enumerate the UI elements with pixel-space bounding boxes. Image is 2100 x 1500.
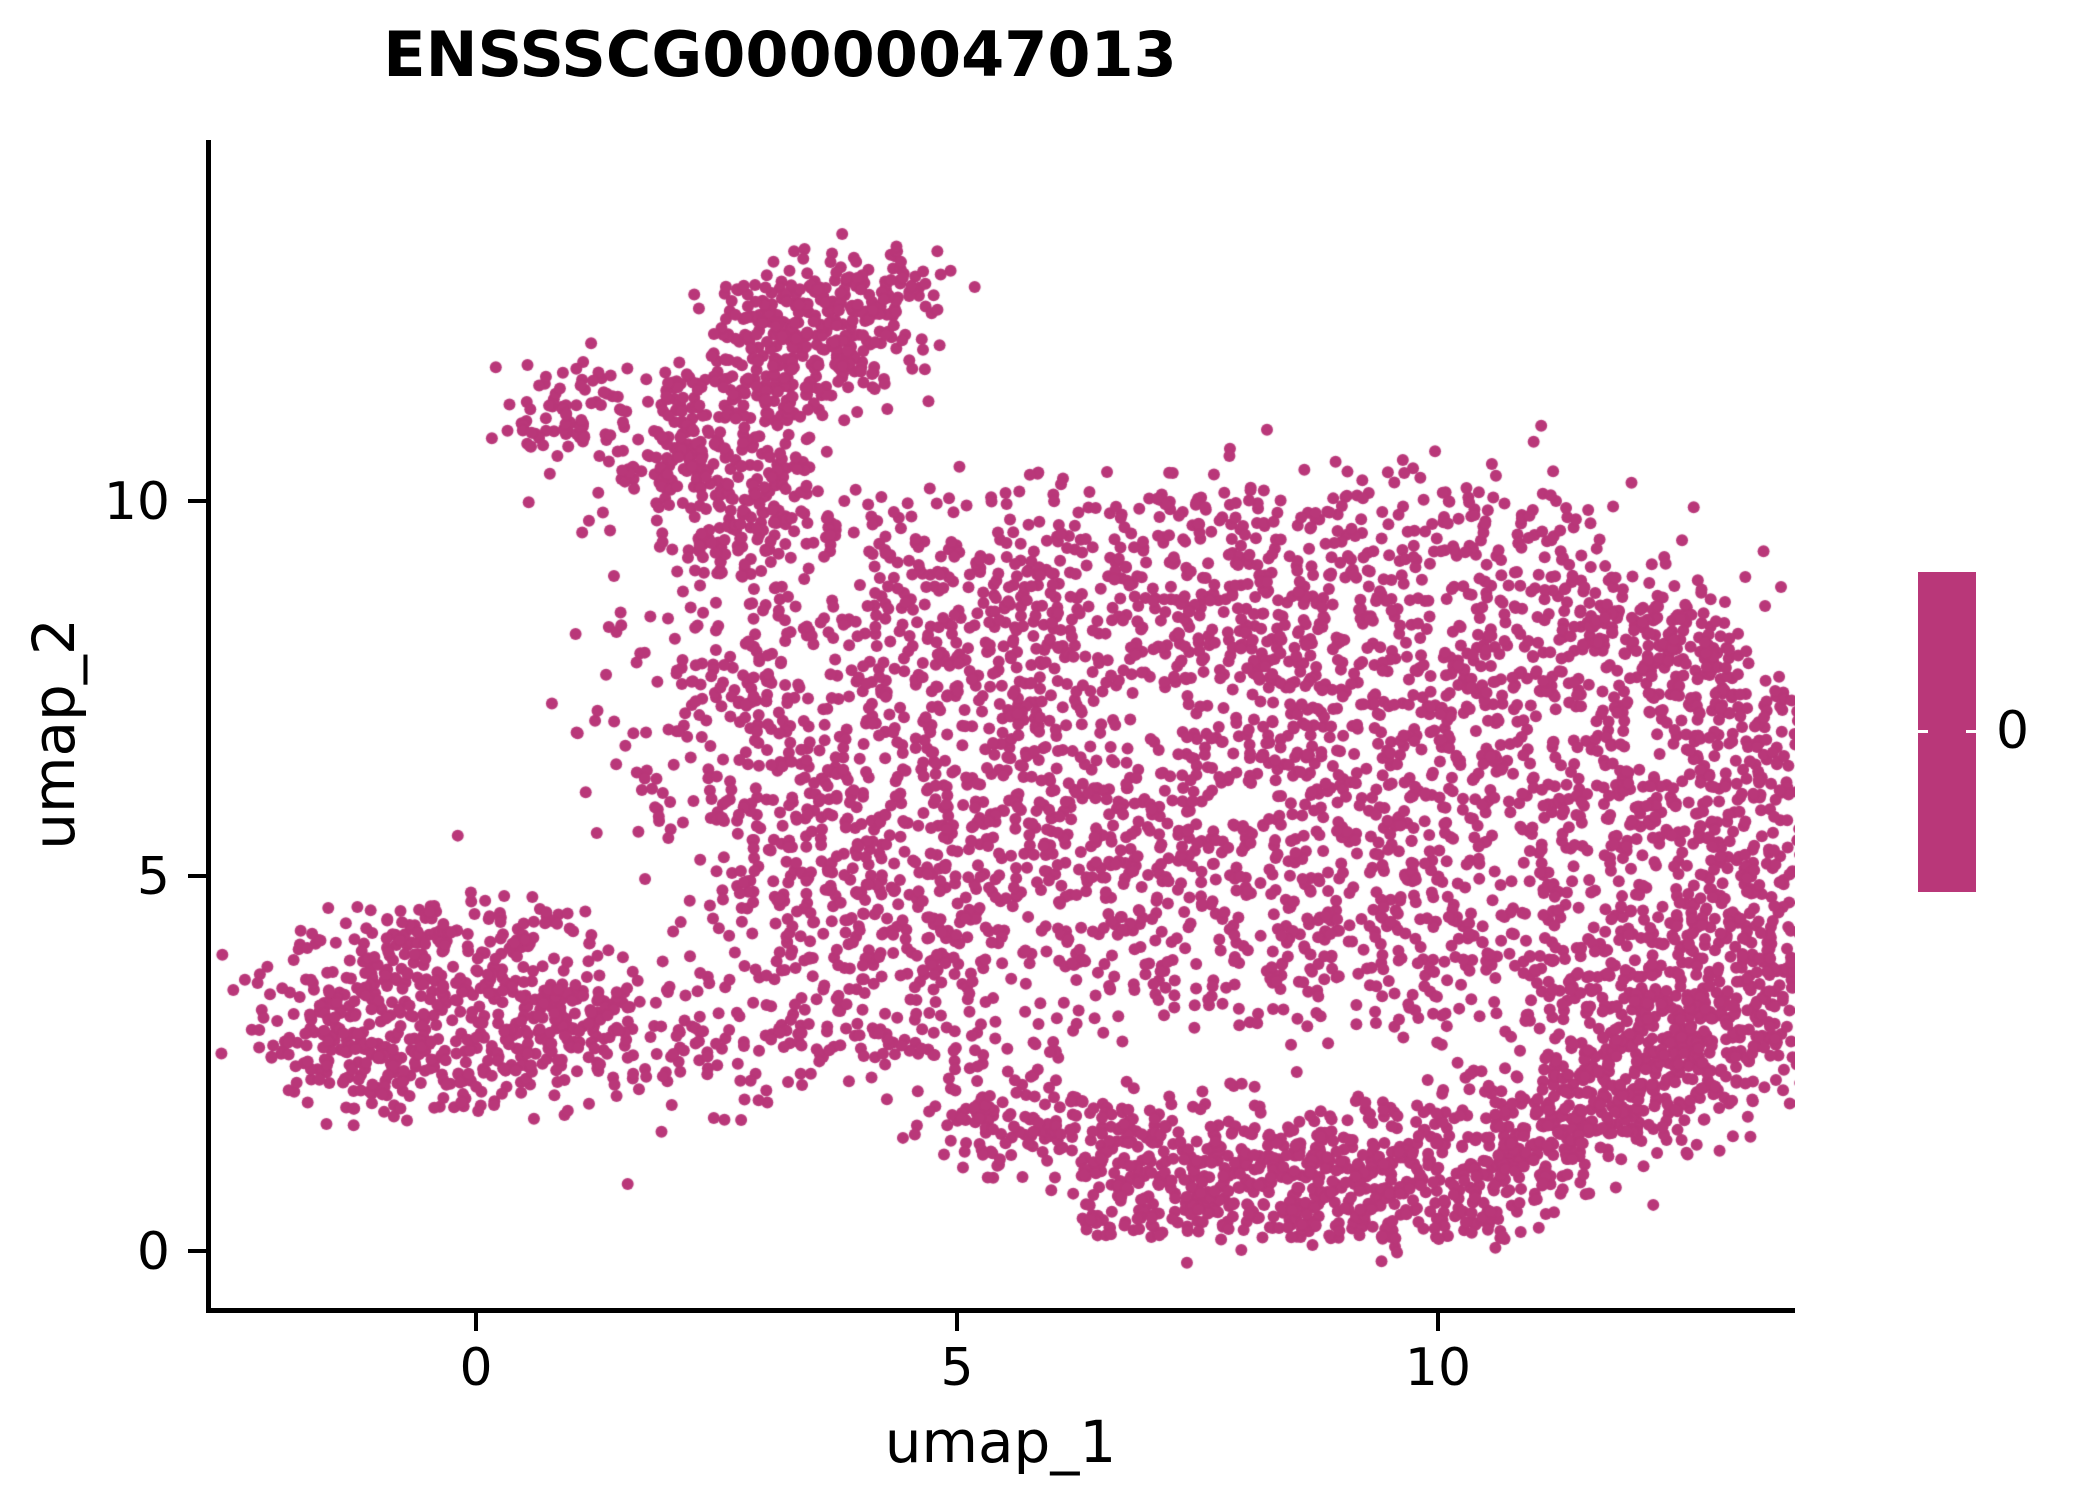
y-tick-mark-10 xyxy=(188,499,206,503)
colorbar-tick-right xyxy=(1966,730,1976,733)
y-axis-label: umap_2 xyxy=(20,618,88,850)
x-tick-label-5: 5 xyxy=(940,1338,974,1398)
y-tick-label-0: 0 xyxy=(136,1222,170,1282)
y-tick-label-10: 10 xyxy=(103,472,170,532)
scatter-points-canvas xyxy=(210,140,1795,1310)
y-tick-mark-0 xyxy=(188,1249,206,1253)
y-tick-mark-5 xyxy=(188,874,206,878)
colorbar-tick-label: 0 xyxy=(1996,701,2030,761)
plot-area xyxy=(210,140,1795,1310)
x-tick-mark-5 xyxy=(955,1313,959,1331)
x-tick-mark-0 xyxy=(474,1313,478,1331)
y-tick-label-5: 5 xyxy=(136,847,170,907)
y-axis-spine xyxy=(206,140,211,1312)
x-axis-spine xyxy=(206,1308,1795,1313)
x-tick-mark-10 xyxy=(1436,1313,1440,1331)
page-title: ENSSSCG00000047013 xyxy=(383,18,1177,91)
colorbar-legend: 0 xyxy=(1918,572,2098,892)
colorbar-tick-left xyxy=(1918,730,1928,733)
x-tick-label-10: 10 xyxy=(1404,1338,1472,1398)
x-axis-label: umap_1 xyxy=(884,1408,1117,1476)
x-tick-label-0: 0 xyxy=(459,1338,493,1398)
